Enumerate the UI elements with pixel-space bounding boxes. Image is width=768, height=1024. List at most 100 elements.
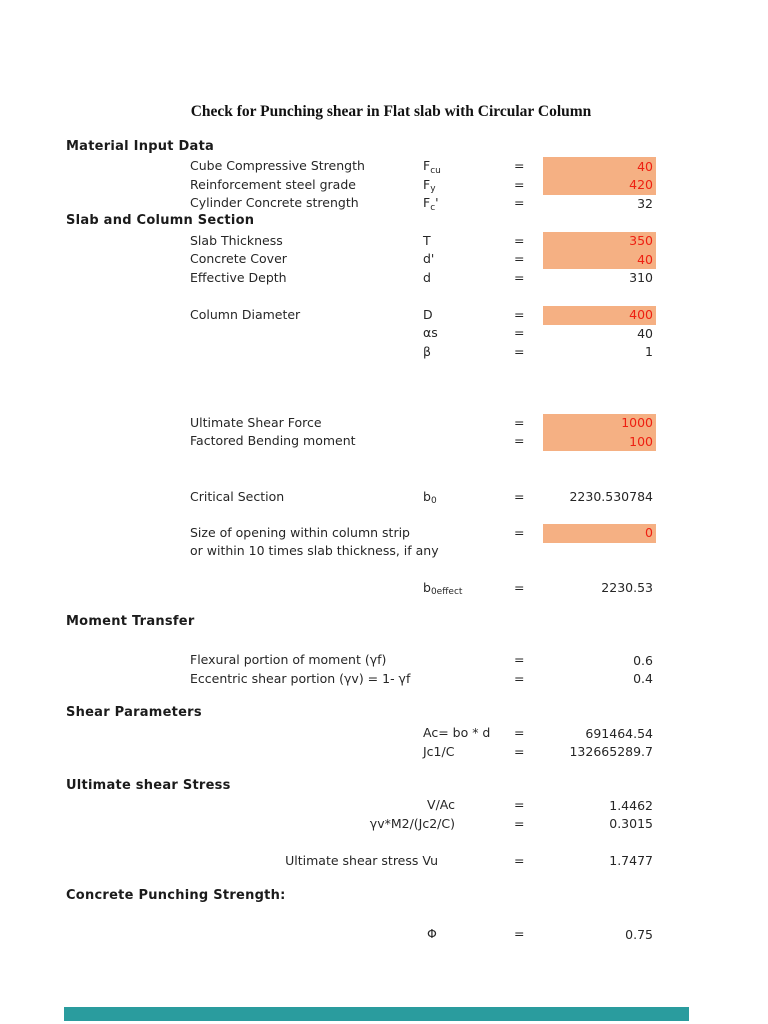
symbol-b0: b0 [423, 488, 437, 507]
equals-sign: = [514, 306, 525, 322]
equals-sign: = [514, 524, 525, 540]
input-cell-diameter[interactable]: 400 [543, 305, 656, 325]
value-cell-phi: 0.75 [625, 926, 653, 942]
equals-sign: = [514, 158, 525, 173]
equals-sign: = [514, 579, 525, 595]
symbol-t: T [423, 232, 431, 248]
row-label: Reinforcement steel grade [190, 176, 356, 192]
row-cube-compressive-strength: Cube Compressive Strength Fcu = 40 [0, 157, 768, 176]
row-ac: Ac= bo * d = 691464.54 [0, 724, 768, 743]
section-material-input-data: Material Input Data [66, 139, 215, 154]
row-size-of-opening: Size of opening within column strip = 0 [0, 523, 768, 543]
row-phi: Φ = 0.75 [0, 925, 768, 944]
input-cell-fy[interactable]: 420 [543, 175, 656, 195]
teal-highlight-row [64, 1007, 689, 1021]
symbol-d-prime: d' [423, 251, 435, 266]
equals-sign: = [514, 815, 525, 831]
row-label: Ultimate Shear Force [190, 414, 322, 430]
input-cell-fcu[interactable]: 40 [543, 157, 656, 176]
label-ultimate-shear-stress-vu: Ultimate shear stress Vu [285, 852, 438, 868]
value-cell-ac: 691464.54 [585, 725, 653, 741]
row-reinforcement-steel-grade: Reinforcement steel grade Fy = 420 [0, 175, 768, 195]
row-label: Concrete Cover [190, 251, 287, 266]
row-label: Effective Depth [190, 269, 287, 285]
equals-sign: = [514, 433, 525, 448]
value-cell-gv-m2: 0.3015 [609, 816, 653, 831]
section-shear-parameters: Shear Parameters [66, 705, 202, 720]
input-cell-opening-size[interactable]: 0 [543, 523, 656, 543]
equals-sign: = [514, 195, 525, 210]
equals-sign: = [514, 725, 525, 740]
value-cell-beta: 1 [645, 344, 653, 359]
row-label: Slab Thickness [190, 232, 283, 248]
value-cell-depth: 310 [629, 270, 653, 285]
row-label: Size of opening within column strip [190, 524, 410, 540]
value-cell-fc: 32 [637, 195, 653, 211]
value-cell-gamma-f: 0.6 [633, 652, 653, 668]
value-cell-gamma-v: 0.4 [633, 671, 653, 686]
section-concrete-punching-strength: Concrete Punching Strength: [66, 887, 286, 903]
section-slab-and-column: Slab and Column Section [66, 213, 255, 228]
row-factored-bending-moment: Factored Bending moment = 100 [0, 432, 768, 451]
row-label: or within 10 times slab thickness, if an… [190, 543, 439, 558]
row-flexural-portion: Flexural portion of moment (γf) = 0.6 [0, 651, 768, 670]
value-cell-b0-effect: 2230.53 [601, 580, 653, 595]
row-beta: β = 1 [0, 343, 768, 362]
row-ultimate-shear-stress-vu: Ultimate shear stress Vu = 1.7477 [0, 852, 768, 871]
symbol-alpha-s: αs [423, 325, 438, 340]
formula-gv-m2: γv*M2/(Jc2/C) [369, 815, 455, 831]
row-size-of-opening-line2: or within 10 times slab thickness, if an… [0, 542, 768, 561]
equals-sign: = [514, 852, 525, 868]
row-column-diameter: Column Diameter D = 400 [0, 305, 768, 325]
row-jc1-c: Jc1/C = 132665289.7 [0, 743, 768, 762]
formula-jc1c: Jc1/C [423, 743, 455, 759]
row-concrete-cover: Concrete Cover d' = 40 [0, 250, 768, 269]
row-slab-thickness: Slab Thickness T = 350 [0, 231, 768, 251]
row-label: Flexural portion of moment (γf) [190, 652, 387, 667]
input-cell-bending-moment[interactable]: 100 [543, 432, 656, 451]
equals-sign: = [514, 176, 525, 192]
row-label: Cube Compressive Strength [190, 158, 365, 173]
row-v-over-ac: V/Ac = 1.4462 [0, 796, 768, 815]
input-cell-cover[interactable]: 40 [543, 250, 656, 269]
symbol-diameter: D [423, 306, 433, 322]
equals-sign: = [514, 670, 525, 686]
equals-sign: = [514, 797, 525, 812]
row-alpha-s: αs = 40 [0, 324, 768, 343]
equals-sign: = [514, 325, 525, 340]
section-moment-transfer: Moment Transfer [66, 613, 195, 629]
value-cell-jc1c: 132665289.7 [569, 744, 653, 759]
symbol-fc-prime: Fc' [423, 195, 439, 213]
symbol-d: d [423, 269, 431, 285]
equals-sign: = [514, 343, 525, 359]
row-label: Factored Bending moment [190, 433, 356, 448]
symbol-beta: β [423, 343, 431, 359]
equals-sign: = [514, 652, 525, 667]
value-cell-v-ac: 1.4462 [609, 797, 653, 813]
page-title: Check for Punching shear in Flat slab wi… [190, 103, 592, 120]
formula-v-ac: V/Ac [427, 797, 455, 812]
row-b0-effective: b0effect = 2230.53 [0, 579, 768, 598]
row-effective-depth: Effective Depth d = 310 [0, 269, 768, 288]
row-label: Critical Section [190, 488, 285, 504]
equals-sign: = [514, 269, 525, 285]
equals-sign: = [514, 488, 525, 504]
input-cell-thickness[interactable]: 350 [543, 231, 656, 251]
equals-sign: = [514, 232, 525, 248]
value-cell-vu: 1.7477 [609, 853, 653, 868]
equals-sign: = [514, 743, 525, 759]
input-cell-shear-force[interactable]: 1000 [543, 413, 656, 433]
equals-sign: = [514, 414, 525, 430]
row-eccentric-shear-portion: Eccentric shear portion (γv) = 1- γf = 0… [0, 670, 768, 689]
row-ultimate-shear-force: Ultimate Shear Force = 1000 [0, 413, 768, 433]
symbol-b0-effect: b0effect [423, 579, 463, 598]
symbol-fy: Fy [423, 176, 436, 195]
row-label: Cylinder Concrete strength [190, 195, 359, 210]
equals-sign: = [514, 926, 525, 941]
value-cell-alpha-s: 40 [637, 325, 653, 341]
formula-ac: Ac= bo * d [423, 725, 491, 740]
row-critical-section: Critical Section b0 = 2230.530784 [0, 488, 768, 507]
symbol-fcu: Fcu [423, 158, 441, 176]
symbol-phi: Φ [427, 926, 437, 941]
